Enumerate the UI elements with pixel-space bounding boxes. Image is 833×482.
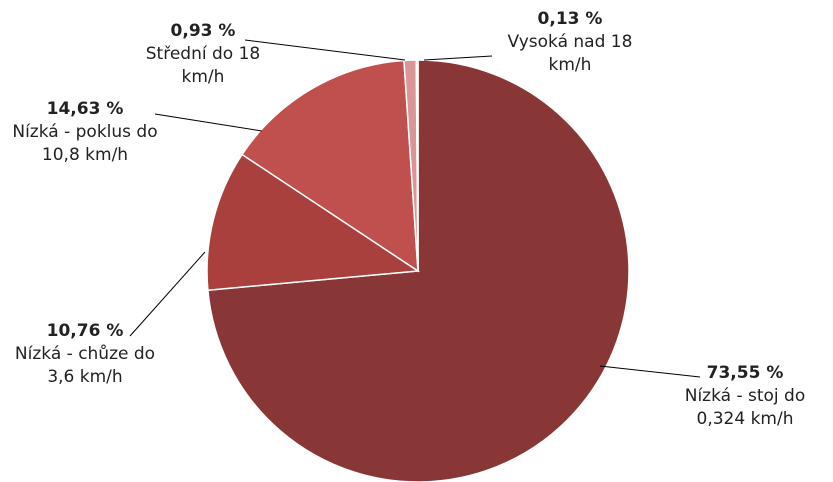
value-label: 0,93 % <box>170 21 236 41</box>
category-label: Vysoká nad 18 km/h <box>507 32 633 75</box>
category-label: Nízká - poklus do 10,8 km/h <box>12 122 158 165</box>
pie-slice <box>206 153 421 292</box>
pie-slice <box>241 59 419 273</box>
leader-line <box>599 365 701 378</box>
value-label: 73,55 % <box>706 363 784 383</box>
leader-line <box>423 55 493 61</box>
category-label: Střední do 18 km/h <box>145 44 261 87</box>
value-label: 14,63 % <box>46 99 124 119</box>
category-label: Nízká - stoj do 0,324 km/h <box>684 386 806 429</box>
leader-line <box>129 251 206 337</box>
pie-slice <box>415 59 419 272</box>
leader-line <box>154 113 263 132</box>
category-label: Nízká - chůze do 3,6 km/h <box>14 344 156 387</box>
data-label: 0,13 % Vysoká nad 18 km/h <box>485 8 655 77</box>
value-label: 10,76 % <box>46 321 124 341</box>
data-label: 73,55 % Nízká - stoj do 0,324 km/h <box>670 362 820 431</box>
leader-line <box>244 39 406 61</box>
value-label: 0,13 % <box>537 9 603 29</box>
data-label: 0,93 % Střední do 18 km/h <box>128 20 278 89</box>
data-label: 10,76 % Nízká - chůze do 3,6 km/h <box>10 320 160 389</box>
data-label: 14,63 % Nízká - poklus do 10,8 km/h <box>0 98 170 167</box>
